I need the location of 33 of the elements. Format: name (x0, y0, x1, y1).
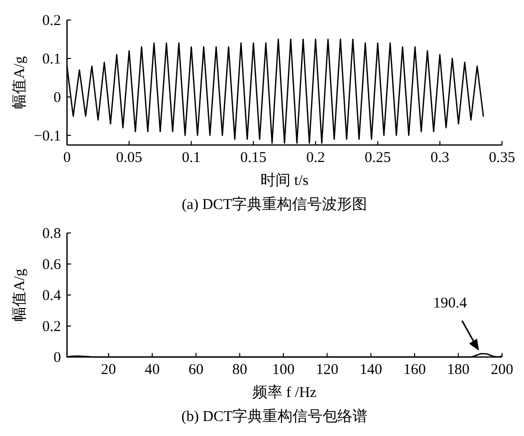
x-tick-label: 80 (232, 362, 248, 378)
x-tick-label: 0.35 (488, 150, 516, 166)
text: (a) DCT字典重构信号波形图 (182, 196, 368, 213)
x-tick-label: 20 (101, 362, 116, 378)
x-tick-label: 0.05 (116, 150, 142, 166)
x-tick-label: 0.3 (430, 150, 450, 166)
x-tick-label: 140 (360, 362, 382, 378)
y-tick-label: −0.1 (34, 128, 61, 144)
x-tick-label: 0.25 (364, 150, 391, 166)
y-tick-label: 0.6 (42, 257, 62, 273)
x-tick-label: 0.15 (240, 150, 267, 166)
y-tick-label: 0 (54, 90, 61, 106)
y-tick-label: 0 (54, 350, 61, 366)
y-axis-title: 幅值A/g (11, 268, 28, 322)
y-tick-label: 0.4 (42, 288, 62, 304)
x-tick-label: 200 (490, 362, 514, 378)
x-tick-label: 160 (403, 362, 426, 378)
x-tick-label: 120 (316, 362, 338, 378)
y-tick-label: 0.2 (42, 13, 61, 29)
x-tick-label: 0.2 (306, 150, 325, 166)
y-tick-label: 0.2 (42, 319, 61, 335)
x-tick-label: 180 (447, 362, 470, 378)
x-axis-title: 频率 f /Hz (252, 384, 317, 401)
x-tick-label: 100 (272, 362, 295, 378)
x-tick-label: 40 (144, 362, 160, 378)
annotation: 190.4 (433, 296, 468, 312)
y-tick-label: 0.1 (42, 51, 61, 68)
x-tick-label: 60 (188, 362, 204, 378)
y-tick-label: 0.8 (42, 226, 61, 242)
x-axis-title: 时间 t/s (260, 172, 309, 189)
x-tick-label: 0.1 (182, 150, 201, 166)
y-axis-title: 幅值A/g (11, 56, 28, 109)
text: (b) DCT字典重构信号包络谱 (181, 408, 368, 425)
